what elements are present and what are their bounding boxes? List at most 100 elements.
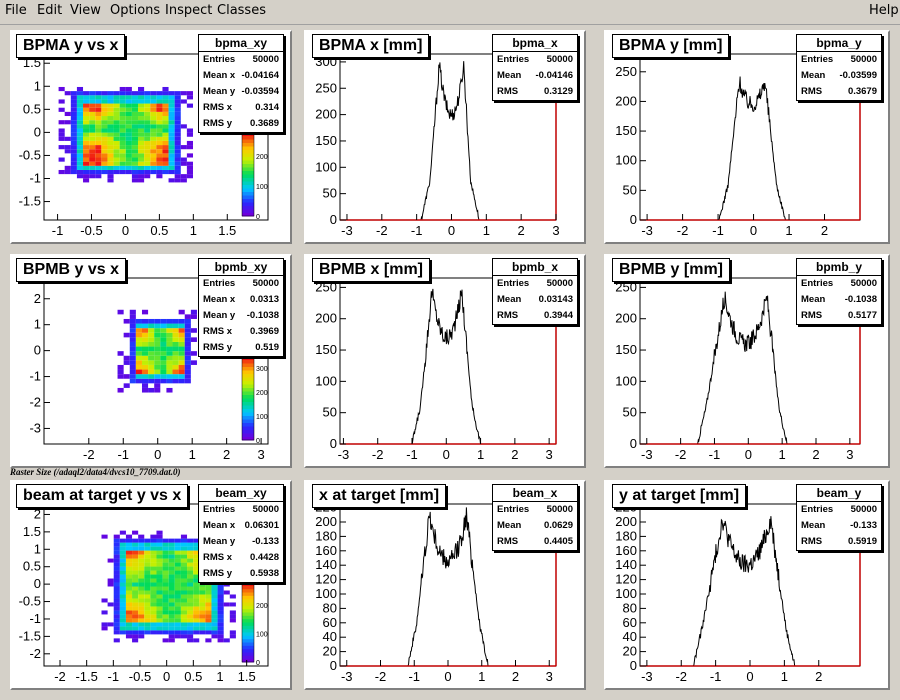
heatmap-cell bbox=[205, 594, 212, 599]
heatmap-cell bbox=[223, 590, 230, 595]
stats-row: RMS 0.3944 bbox=[493, 308, 577, 324]
menu-options[interactable]: Options bbox=[110, 3, 161, 18]
heatmap-cell bbox=[113, 153, 120, 158]
heatmap-cell bbox=[132, 554, 139, 559]
stats-row: RMS 0.4405 bbox=[493, 534, 577, 550]
palette-step bbox=[242, 642, 254, 646]
heatmap-cell bbox=[178, 337, 185, 342]
palette-step bbox=[242, 394, 254, 399]
y-tick-label: 20 bbox=[623, 644, 637, 659]
heatmap-cell bbox=[113, 165, 120, 170]
heatmap-cell bbox=[141, 351, 149, 356]
x-tick-label: 1 bbox=[483, 223, 490, 238]
heatmap-cell bbox=[76, 95, 84, 100]
heatmap-cell bbox=[132, 570, 139, 575]
heatmap-cell bbox=[76, 157, 84, 162]
palette-step bbox=[242, 429, 254, 434]
heatmap-cell bbox=[168, 606, 175, 611]
pad-bpmb-x[interactable]: -3 -2 -1 0 1 2 3 0 50 100 150 200 250 BPMB x [mm] bpmb… bbox=[304, 254, 586, 468]
heatmap-cell bbox=[162, 630, 169, 635]
menu-inspect[interactable]: Inspect bbox=[165, 3, 213, 18]
heatmap-cell bbox=[144, 95, 151, 100]
heatmap-cell bbox=[119, 111, 126, 117]
heatmap-cell bbox=[174, 538, 181, 543]
heatmap-cell bbox=[95, 169, 102, 175]
heatmap-cell bbox=[160, 374, 167, 379]
menu-view[interactable]: View bbox=[70, 3, 101, 18]
pad-bpmb-xy[interactable]: 0 100 200 300 -2 -1 0 1 2 3 -3 -2 -1 0 1 2 BPMB y vs x bp… bbox=[10, 254, 292, 468]
heatmap-cell bbox=[89, 174, 96, 179]
pad-bpmb-y[interactable]: -3 -2 -1 0 1 2 3 0 50 100 150 200 250 BPMB y [mm] bpmb… bbox=[604, 254, 890, 468]
palette-step bbox=[242, 635, 254, 640]
heatmap-cell bbox=[168, 124, 175, 129]
heatmap-cell bbox=[83, 169, 90, 175]
y-tick-label: 150 bbox=[315, 133, 337, 148]
x-tick-label: 3 bbox=[846, 447, 853, 462]
heatmap-cell bbox=[217, 638, 224, 643]
heatmap-cell bbox=[131, 124, 139, 129]
x-tick-label: 0 bbox=[163, 669, 170, 684]
stats-key: Entries bbox=[203, 504, 236, 515]
heatmap-cell bbox=[113, 120, 120, 125]
pad-bpma-xy[interactable]: 0 100 200 -1 -0.5 0 0.5 1 1.5 -1.5 -1 -0.5 0 0.5 1 1.5 B… bbox=[10, 30, 292, 244]
pad-beam-y[interactable]: -3-2-1012020406080100120140160180200220y… bbox=[604, 480, 890, 690]
heatmap-cell bbox=[107, 558, 114, 563]
stats-row: RMS 0.3129 bbox=[493, 84, 577, 100]
canvas-area[interactable]: 0 100 200 -1 -0.5 0 0.5 1 1.5 -1.5 -1 -0.5 0 0.5 1 1.5 B… bbox=[0, 26, 900, 700]
heatmap-cell bbox=[193, 566, 200, 571]
y-tick-label: 200 bbox=[615, 311, 637, 326]
stats-row: Entries 50000 bbox=[797, 52, 881, 68]
heatmap-cell bbox=[211, 618, 218, 623]
heatmap-cell bbox=[156, 626, 163, 631]
pad-bpma-x[interactable]: -3 -2 -1 0 1 2 3 0 50 100 150 200 250 300 BPMA x [mm] b… bbox=[304, 30, 586, 244]
heatmap-cell bbox=[129, 323, 136, 329]
heatmap-cell bbox=[199, 602, 206, 607]
menu-help[interactable]: Help bbox=[869, 3, 899, 18]
menu-edit[interactable]: Edit bbox=[37, 3, 63, 18]
menu-bar: File Edit View Options Inspect Classes H… bbox=[0, 0, 900, 25]
heatmap-cell bbox=[193, 594, 200, 599]
heatmap-cell bbox=[125, 86, 132, 92]
heatmap-cell bbox=[113, 107, 120, 112]
heatmap-cell bbox=[138, 140, 145, 146]
heatmap-cell bbox=[131, 174, 139, 179]
heatmap-cell bbox=[156, 111, 163, 117]
heatmap-cell bbox=[119, 598, 126, 603]
pad-beam-xy[interactable]: 0 100 200 -2 -1.5 -1 -0.5 0 0.5 1 1.5 -2 -1.5 -1 -0.5 0… bbox=[10, 480, 292, 690]
heatmap-cell bbox=[132, 606, 139, 611]
heatmap-cell bbox=[154, 355, 161, 361]
heatmap-cell bbox=[162, 107, 169, 112]
heatmap-cell bbox=[89, 149, 96, 154]
heatmap-cell bbox=[113, 91, 120, 96]
heatmap-cell bbox=[174, 157, 181, 162]
heatmap-cell bbox=[174, 590, 181, 595]
heatmap-cell bbox=[150, 562, 157, 567]
stats-value: -0.03594 bbox=[241, 86, 279, 97]
heatmap-cell bbox=[125, 578, 133, 583]
x-tick-label: 0.5 bbox=[150, 223, 168, 238]
pad-beam-x[interactable]: -3-2-10123020406080100120140160180200220… bbox=[304, 480, 586, 690]
heatmap-cell bbox=[125, 149, 132, 154]
pad-bpma-y[interactable]: -3 -2 -1 0 1 2 0 50 100 150 200 250 BPMA y [mm] bpma_… bbox=[604, 30, 890, 244]
x-tick-label: 0 bbox=[444, 669, 451, 684]
chart-title: BPMB y vs x bbox=[16, 258, 127, 282]
heatmap-cell bbox=[76, 86, 84, 92]
heatmap-cell bbox=[125, 570, 133, 575]
heatmap-cell bbox=[199, 614, 206, 619]
heatmap-cell bbox=[83, 120, 90, 125]
heatmap-cell bbox=[138, 107, 145, 112]
heatmap-cell bbox=[166, 387, 173, 393]
menu-file[interactable]: File bbox=[5, 3, 27, 18]
heatmap-cell bbox=[117, 374, 124, 379]
heatmap-cell bbox=[132, 574, 139, 579]
heatmap-cell bbox=[138, 570, 145, 575]
heatmap-cell bbox=[135, 323, 142, 329]
heatmap-cell bbox=[211, 590, 218, 595]
heatmap-cell bbox=[125, 120, 132, 125]
heatmap-cell bbox=[119, 116, 126, 121]
heatmap-cell bbox=[217, 610, 224, 615]
heatmap-cell bbox=[132, 546, 139, 551]
menu-classes[interactable]: Classes bbox=[217, 3, 266, 18]
heatmap-cell bbox=[70, 120, 77, 125]
stats-name: bpma_x bbox=[493, 35, 577, 52]
